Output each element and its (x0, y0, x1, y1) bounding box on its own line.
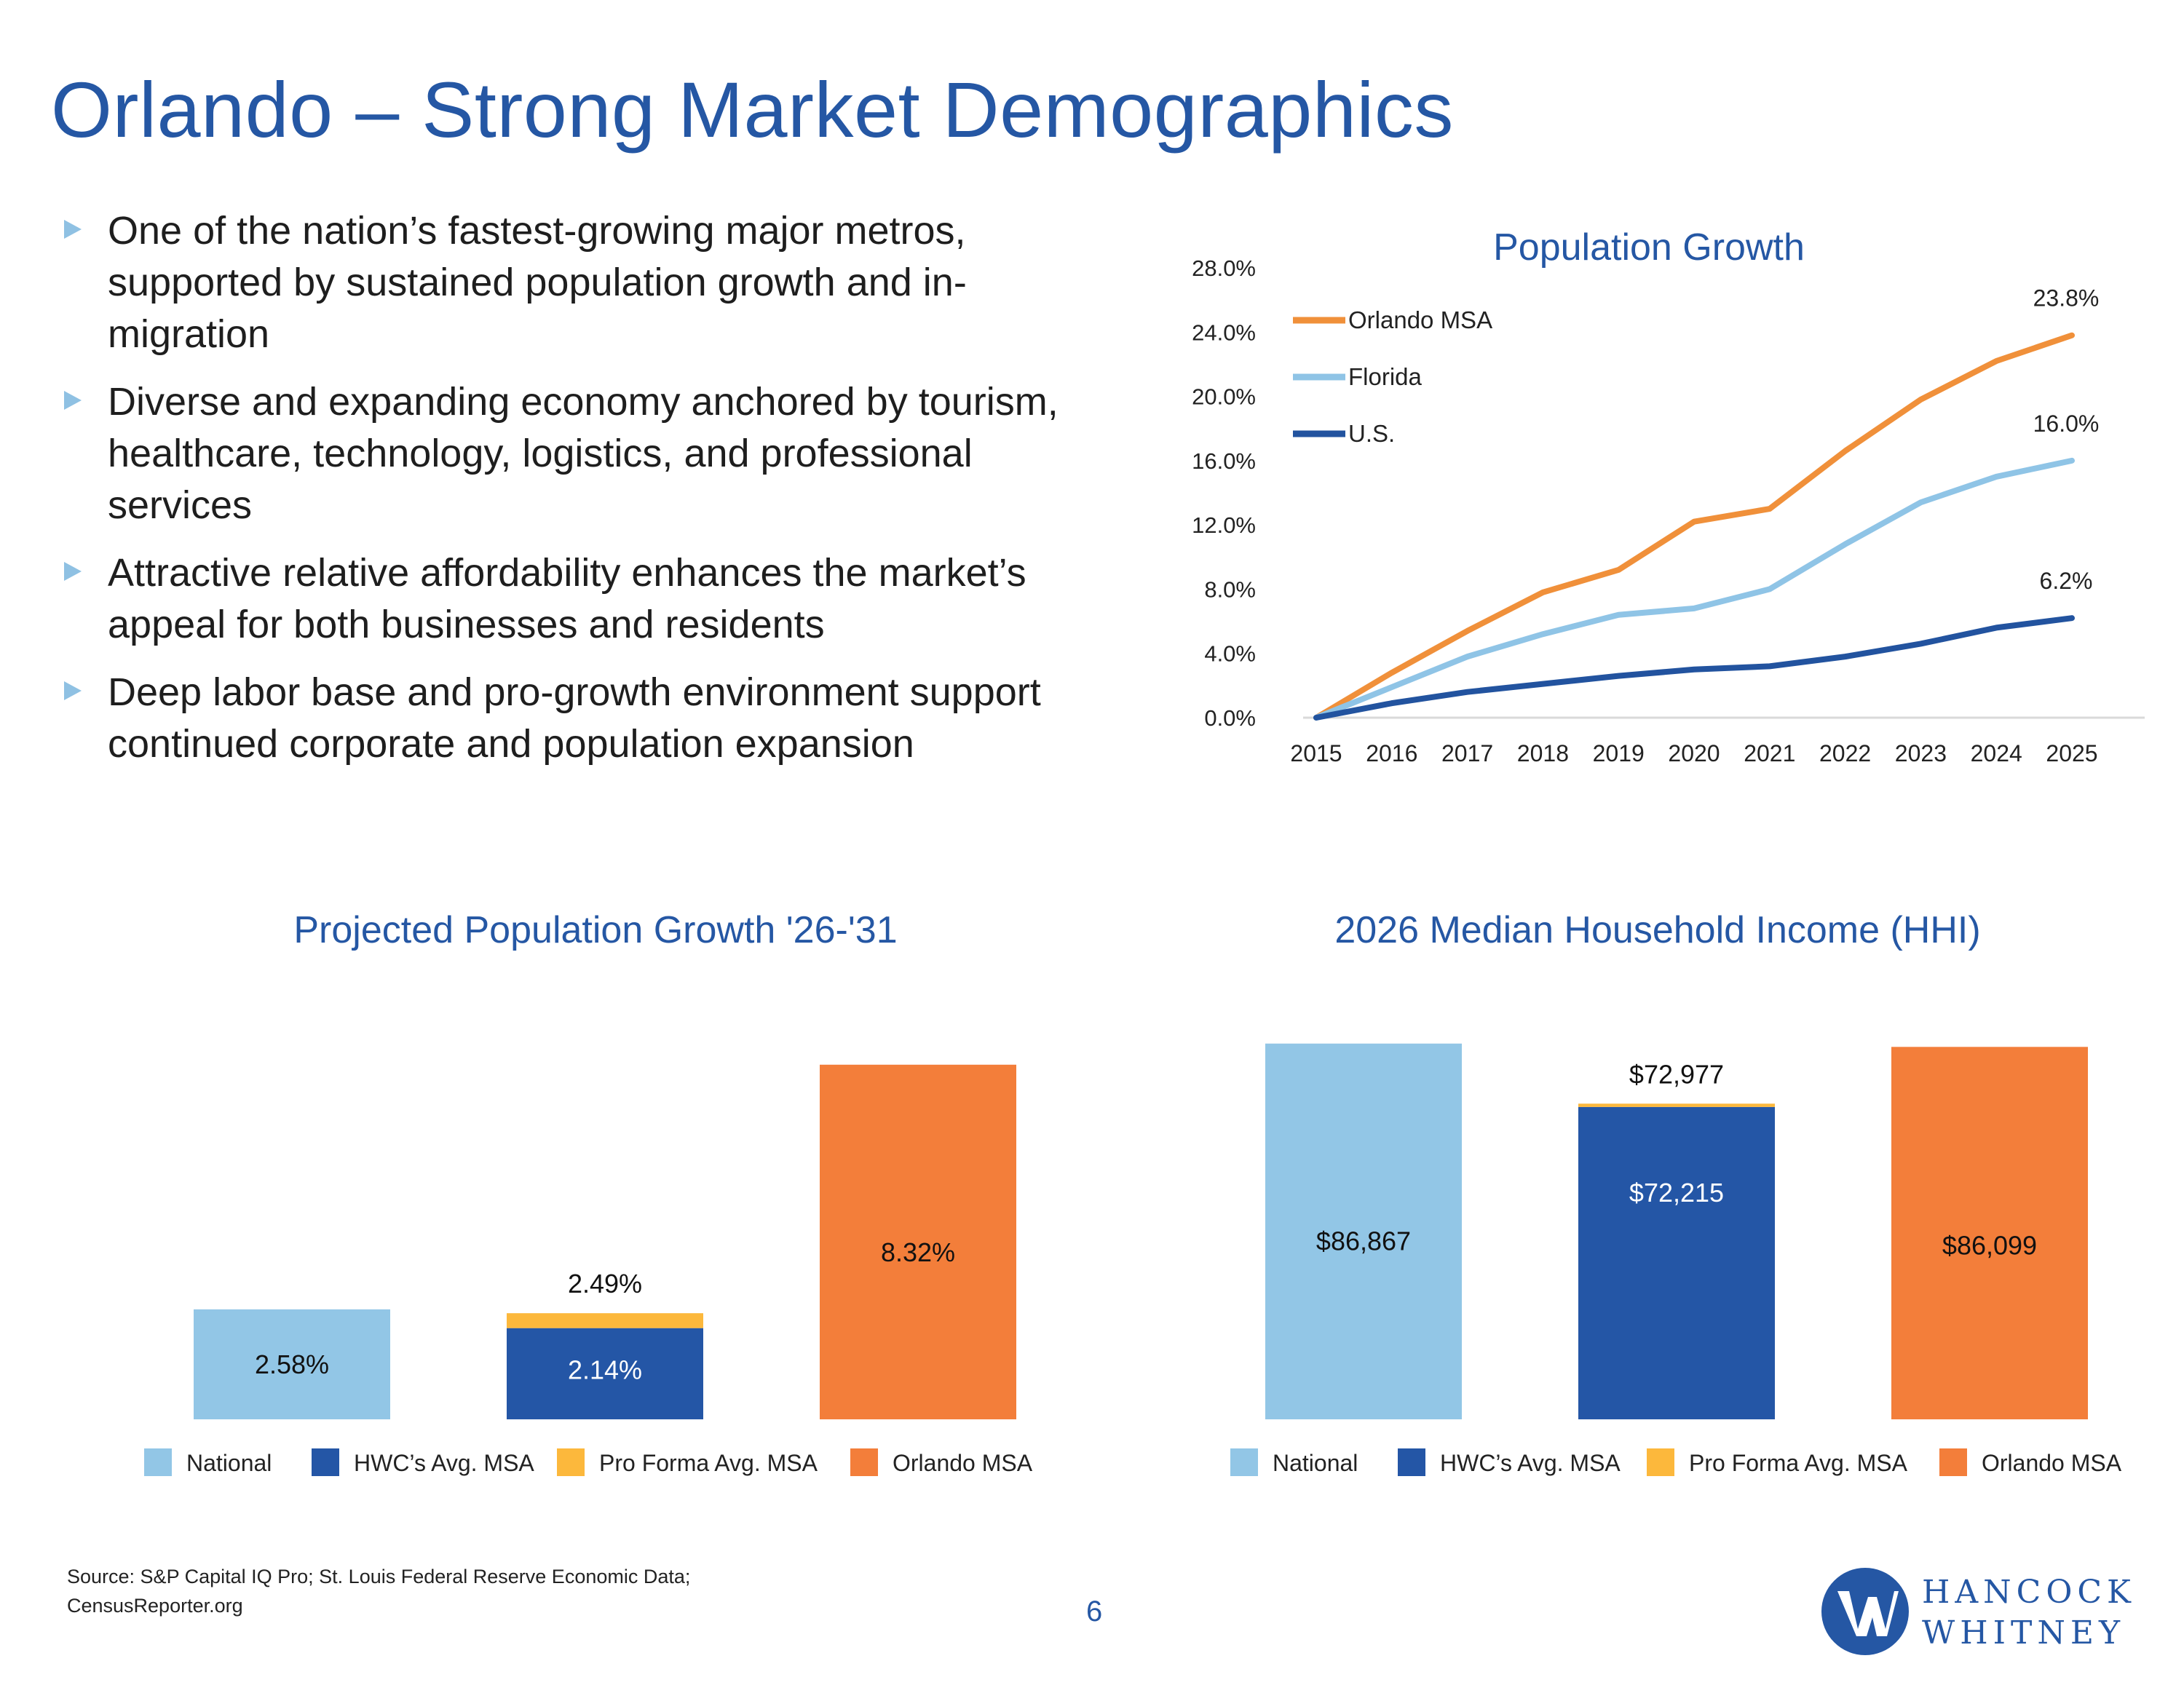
x-tick-label: 2020 (1668, 740, 1720, 766)
logo-wordmark: HANCOCK WHITNEY (1922, 1572, 2136, 1654)
legend-swatch (312, 1448, 339, 1476)
data-label: 8.32% (881, 1237, 955, 1267)
bullet-item: Deep labor base and pro-growth environme… (64, 667, 1127, 770)
logo-word: WHITNEY (1922, 1614, 2125, 1652)
bar (1578, 1106, 1775, 1419)
legend-label: Orlando MSA (893, 1450, 1033, 1476)
bullet-triangle-icon (64, 220, 82, 239)
bar (507, 1313, 703, 1328)
total-label: $72,977 (1629, 1059, 1724, 1089)
legend-swatch (850, 1448, 878, 1476)
data-label: 2.58% (255, 1349, 329, 1379)
data-label: 23.8% (2033, 285, 2100, 312)
hancock-whitney-logo (1821, 1568, 1909, 1655)
legend-label: Pro Forma Avg. MSA (599, 1450, 818, 1476)
y-tick-label: 8.0% (1204, 576, 1256, 602)
legend-label: Florida (1348, 363, 1423, 390)
logo-word: HANCOCK (1922, 1574, 2136, 1611)
legend-label: National (1273, 1450, 1358, 1476)
series-line (1313, 457, 2075, 721)
legend-swatch (144, 1448, 172, 1476)
series-line (1313, 332, 2075, 721)
bar (1891, 1047, 2088, 1419)
bullet-text: Diverse and expanding economy anchored b… (108, 380, 1059, 527)
source-line: Source: S&P Capital IQ Pro; St. Louis Fe… (67, 1566, 691, 1587)
bullet-triangle-icon (64, 391, 82, 410)
legend-label: Orlando MSA (1348, 306, 1492, 333)
y-tick-label: 4.0% (1204, 641, 1256, 667)
data-label: $72,215 (1629, 1178, 1724, 1208)
legend-swatch (557, 1448, 585, 1476)
source-line: CensusReporter.org (67, 1595, 243, 1617)
data-label: 6.2% (2040, 568, 2093, 594)
projected-population-growth-chart: Projected Population Growth '26-'31 2.58%… (144, 909, 1033, 1476)
legend-swatch (1230, 1448, 1258, 1476)
legend-label: Orlando MSA (1982, 1450, 2122, 1476)
x-tick-label: 2018 (1517, 740, 1569, 766)
population-growth-chart: Population Growth 0.0% 4.0% 8.0% 12.0% 16.0% 2… (1192, 226, 2145, 766)
bullet-list: One of the nation’s fastest-growing majo… (64, 205, 1127, 786)
y-tick-label: 28.0% (1192, 255, 1256, 281)
bar (820, 1064, 1016, 1419)
x-tick-label: 2021 (1744, 740, 1795, 766)
y-tick-label: 12.0% (1192, 512, 1256, 538)
legend-swatch (1647, 1448, 1674, 1476)
bullet-triangle-icon (64, 681, 82, 700)
page-number: 6 (1086, 1595, 1103, 1627)
data-label: $86,099 (1942, 1230, 2037, 1260)
legend-swatch (1398, 1448, 1425, 1476)
bar (194, 1309, 390, 1419)
x-tick-label: 2019 (1593, 740, 1645, 766)
y-tick-label: 16.0% (1192, 448, 1256, 474)
bar (507, 1328, 703, 1419)
x-tick-label: 2016 (1366, 740, 1417, 766)
x-tick-label: 2015 (1290, 740, 1342, 766)
y-tick-label: 0.0% (1204, 705, 1256, 731)
data-label: 16.0% (2033, 411, 2100, 437)
data-label: 2.14% (568, 1355, 642, 1385)
source-note: Source: S&P Capital IQ Pro; St. Louis Fe… (67, 1562, 690, 1620)
legend-label: National (186, 1450, 272, 1476)
chart-title: 2026 Median Household Income (HHI) (1334, 909, 1980, 951)
data-label: $86,867 (1316, 1226, 1411, 1256)
legend-label: U.S. (1348, 420, 1395, 447)
bullet-text: One of the nation’s fastest-growing majo… (108, 209, 967, 356)
bullet-triangle-icon (64, 562, 82, 581)
chart-title: Population Growth (1493, 226, 1805, 269)
x-tick-label: 2022 (1819, 740, 1871, 766)
total-label: 2.49% (568, 1269, 642, 1299)
legend-label: HWC’s Avg. MSA (354, 1450, 534, 1476)
x-tick-label: 2025 (2046, 740, 2097, 766)
x-tick-label: 2017 (1441, 740, 1493, 766)
bullet-item: Diverse and expanding economy anchored b… (64, 376, 1127, 531)
bullet-item: One of the nation’s fastest-growing majo… (64, 205, 1127, 360)
series-line (1313, 615, 2075, 721)
bar (1578, 1103, 1775, 1107)
logo-w-mark-icon (1837, 1591, 1899, 1636)
y-tick-label: 24.0% (1192, 320, 1256, 345)
legend-label: Pro Forma Avg. MSA (1689, 1450, 1908, 1476)
bullet-text: Attractive relative affordability enhanc… (108, 551, 1026, 646)
legend-swatch (1939, 1448, 1967, 1476)
bullet-text: Deep labor base and pro-growth environme… (108, 670, 1041, 766)
bar (1265, 1043, 1462, 1419)
page-title: Orlando – Strong Market Demographics (51, 66, 1454, 154)
median-household-income-chart: 2026 Median Household Income (HHI) $86,86… (1230, 909, 2122, 1476)
x-tick-label: 2024 (1971, 740, 2022, 766)
y-tick-label: 20.0% (1192, 384, 1256, 410)
chart-title: Projected Population Growth '26-'31 (293, 909, 897, 951)
legend-label: HWC’s Avg. MSA (1440, 1450, 1621, 1476)
bullet-item: Attractive relative affordability enhanc… (64, 547, 1127, 651)
x-tick-label: 2023 (1895, 740, 1947, 766)
